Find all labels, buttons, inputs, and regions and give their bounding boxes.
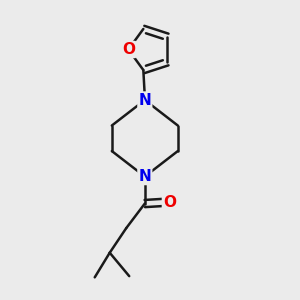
Text: O: O [122, 42, 135, 57]
Text: N: N [139, 92, 151, 107]
Text: N: N [139, 169, 151, 184]
Text: O: O [163, 194, 176, 209]
